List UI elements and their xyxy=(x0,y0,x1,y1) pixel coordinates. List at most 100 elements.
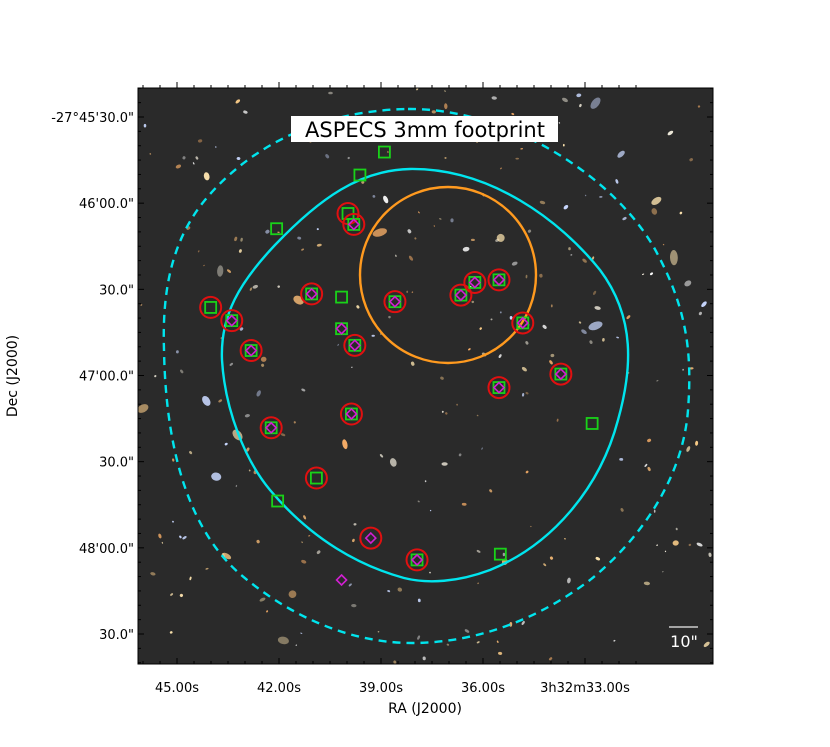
galaxy-blob xyxy=(530,525,532,528)
galaxy-blob xyxy=(456,403,458,406)
red-circle-marker xyxy=(304,466,328,490)
galaxy-blob xyxy=(182,156,186,160)
galaxy-blob xyxy=(615,179,619,184)
galaxy-blob xyxy=(347,156,350,160)
red-circle-marker xyxy=(339,402,363,426)
galaxy-blob xyxy=(431,110,436,114)
galaxy-blob xyxy=(211,472,222,481)
y-tick-label: 47'00.0" xyxy=(79,370,134,385)
galaxy-blob xyxy=(549,360,553,365)
magenta-diamond-marker xyxy=(454,288,468,302)
galaxy-blob xyxy=(277,285,280,288)
red-circle-marker xyxy=(199,295,223,319)
galaxy-blob xyxy=(388,315,391,319)
galaxy-blob xyxy=(464,629,470,633)
scale-bar-label: 10" xyxy=(670,632,698,651)
galaxy-blob xyxy=(303,515,307,520)
galaxy-blob xyxy=(417,635,421,640)
galaxy-blob xyxy=(643,581,650,586)
galaxy-blob xyxy=(558,122,561,124)
galaxy-blob xyxy=(377,631,380,633)
galaxy-blob xyxy=(371,334,375,337)
galaxy-blob xyxy=(525,470,529,474)
galaxy-blob xyxy=(328,91,333,95)
galaxy-blob xyxy=(589,340,593,344)
galaxy-blob xyxy=(669,250,678,266)
galaxy-blob xyxy=(348,583,352,587)
galaxy-blob xyxy=(511,261,518,266)
galaxy-blob xyxy=(417,500,420,503)
galaxy-blob xyxy=(445,412,448,415)
magenta-diamond-marker xyxy=(410,553,424,567)
galaxy-blob xyxy=(701,301,707,308)
galaxy-blob xyxy=(594,306,601,310)
galaxy-blob xyxy=(576,93,582,98)
y-axis-title: Dec (J2000) xyxy=(5,335,21,417)
galaxy-blob xyxy=(620,508,624,512)
galaxy-blob xyxy=(150,572,156,576)
magenta-diamond-marker xyxy=(345,407,358,421)
galaxy-blob xyxy=(649,272,654,276)
galaxy-blob xyxy=(622,217,627,221)
galaxy-blob xyxy=(217,265,224,277)
magenta-diamond-marker xyxy=(554,367,567,381)
galaxy-blob xyxy=(337,343,340,346)
galaxy-blob xyxy=(462,246,470,252)
galaxy-blob xyxy=(192,162,195,165)
galaxy-blob xyxy=(539,200,546,205)
x-tick-label: 42.00s xyxy=(257,681,301,696)
galaxy-blob xyxy=(521,393,525,397)
galaxy-blob xyxy=(172,520,174,523)
galaxy-blob xyxy=(342,439,348,450)
galaxy-blob xyxy=(197,250,200,253)
green-square-marker xyxy=(335,290,348,304)
galaxy-blob xyxy=(439,218,442,220)
x-axis-title: RA (J2000) xyxy=(388,701,462,717)
red-circle-marker xyxy=(405,548,429,572)
galaxy-blob xyxy=(222,552,232,560)
galaxy-blob xyxy=(197,139,203,143)
galaxy-blob xyxy=(175,164,182,169)
galaxy-blob xyxy=(689,367,694,370)
green-square-marker xyxy=(353,168,367,182)
galaxy-blob xyxy=(301,248,305,251)
magenta-diamond-marker xyxy=(348,339,361,352)
galaxy-blob xyxy=(154,375,157,378)
galaxy-blob xyxy=(389,458,397,467)
galaxy-blob xyxy=(582,258,587,263)
red-circle-marker xyxy=(359,526,383,550)
galaxy-blob xyxy=(550,353,555,358)
galaxy-blob xyxy=(477,582,479,585)
galaxy-blob xyxy=(179,535,182,539)
galaxy-blob xyxy=(662,243,665,246)
red-circle-marker xyxy=(239,339,263,363)
galaxy-blob xyxy=(496,640,499,644)
orange-region-circle xyxy=(358,185,538,365)
galaxy-blob xyxy=(138,404,149,413)
galaxy-blob xyxy=(243,110,248,114)
red-circle-marker xyxy=(549,362,573,386)
x-tick-label: 3h32m33.00s xyxy=(540,681,630,696)
red-circle-marker xyxy=(463,270,487,294)
galaxy-blob xyxy=(203,264,205,267)
galaxy-blob xyxy=(429,509,432,512)
galaxy-blob xyxy=(550,304,553,308)
galaxy-blob xyxy=(520,148,523,150)
magenta-diamond-marker xyxy=(388,295,402,308)
galaxy-blob xyxy=(444,157,447,159)
magenta-diamond-marker xyxy=(364,531,377,545)
galaxy-blob xyxy=(277,636,289,645)
galaxy-blob xyxy=(476,549,481,553)
galaxy-blob xyxy=(240,237,243,242)
galaxy-blob xyxy=(651,196,662,205)
y-tick-label: 30.0" xyxy=(99,283,134,298)
galaxy-blob xyxy=(297,236,302,240)
galaxy-blob xyxy=(149,153,152,155)
galaxy-blob xyxy=(588,321,603,331)
galaxy-blob xyxy=(441,410,444,413)
x-tick-labels: 45.00s 42.00s 39.00s 36.00s 3h32m33.00s xyxy=(155,681,630,696)
galaxy-blob xyxy=(407,229,412,234)
footprint-overlays xyxy=(162,107,691,645)
galaxy-blob xyxy=(567,577,571,584)
galaxy-blob xyxy=(218,399,223,403)
